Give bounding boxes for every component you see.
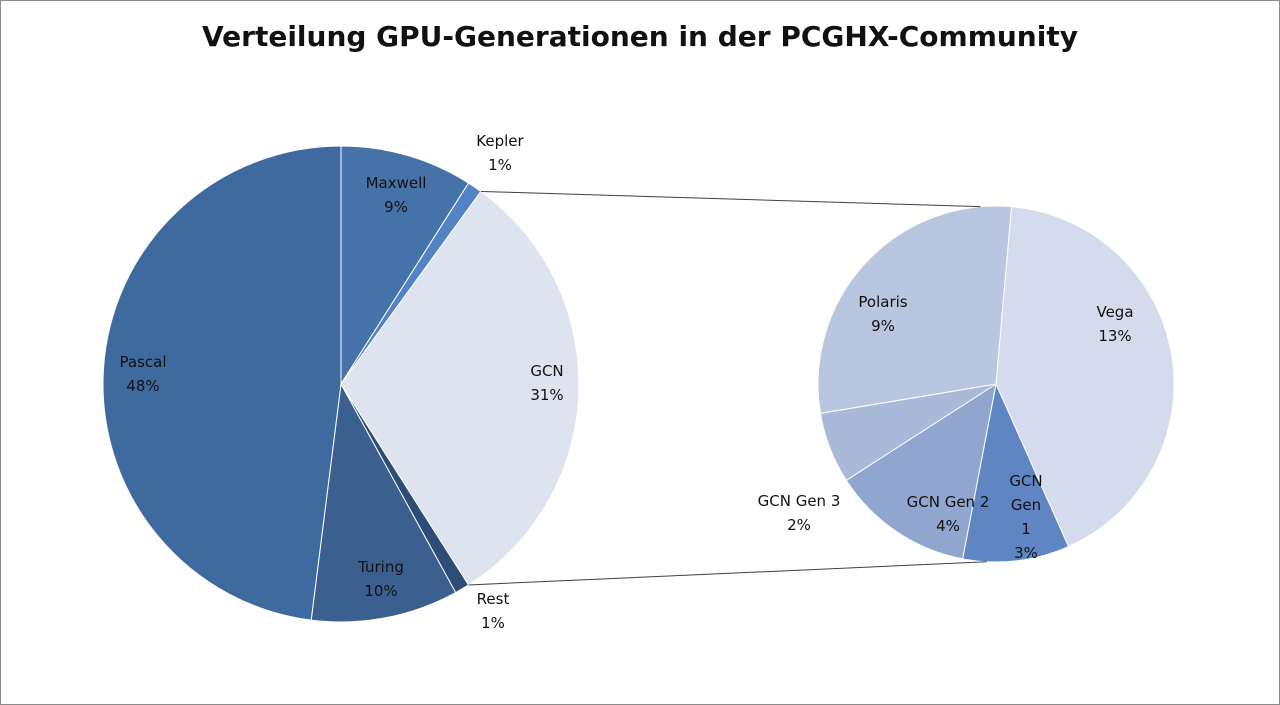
secondary-label-value-gcn-gen-2: 4% [936,517,960,535]
main-label-maxwell: Maxwell 9% [366,174,427,216]
main-label-value-kepler: 1% [488,156,512,174]
main-label-name-turing: Turing [357,558,404,576]
main-pie [102,145,580,623]
main-label-value-turing: 10% [364,582,397,600]
secondary-label-gcn-gen-2: GCN Gen 2 4% [907,493,990,535]
secondary-label-gcn-gen-1: GCN Gen 1 3% [1009,472,1042,562]
secondary-label-name-gcn-gen-3: GCN Gen 3 [758,492,841,510]
main-label-value-maxwell: 9% [384,198,408,216]
secondary-label-value-vega: 13% [1098,327,1131,345]
main-label-rest: Rest 1% [477,590,510,632]
secondary-label-value-gcn-gen-3: 2% [787,516,811,534]
secondary-slice-gcn-gen-2 [845,382,997,560]
main-label-turing: Turing 10% [357,558,404,600]
main-label-pascal: Pascal 48% [120,353,167,395]
secondary-label-name-gcn-gen-1: GCN [1009,472,1042,490]
secondary-pie [817,205,1175,563]
secondary-label-polaris: Polaris 9% [858,293,907,335]
main-label-value-gcn: 31% [530,386,563,404]
secondary-label-gcn-gen-3: GCN Gen 3 2% [758,492,841,534]
secondary-label-name-gcn-gen-1: 1 [1021,520,1031,538]
connector-lines [468,190,987,586]
main-label-name-kepler: Kepler [476,132,524,150]
main-label-value-rest: 1% [481,614,505,632]
secondary-slice-vega [995,206,1175,548]
secondary-label-value-gcn-gen-1: 3% [1014,544,1038,562]
slice-labels: Maxwell 9% Kepler 1% GCN 31% Rest 1% Turing 10% Pa… [120,132,1134,632]
secondary-slice-gcn-gen-1 [962,382,1070,563]
secondary-label-value-polaris: 9% [871,317,895,335]
secondary-label-name-vega: Vega [1096,303,1133,321]
main-slice-gcn [340,190,580,586]
main-slice-turing [310,382,457,623]
main-label-name-gcn: GCN [530,362,563,380]
main-label-name-rest: Rest [477,590,510,608]
main-label-name-pascal: Pascal [120,353,167,371]
connector-line-top [480,190,981,208]
connector-line-bottom [468,561,987,586]
main-label-gcn: GCN 31% [530,362,563,404]
secondary-label-name-gcn-gen-2: GCN Gen 2 [907,493,990,511]
main-label-kepler: Kepler 1% [476,132,524,174]
chart-title: Verteilung GPU-Generationen in der PCGHX… [202,20,1078,53]
main-label-name-maxwell: Maxwell [366,174,427,192]
secondary-slice-polaris [817,205,1013,415]
main-slice-pascal [102,145,342,621]
secondary-label-vega: Vega 13% [1096,303,1133,345]
main-slice-maxwell [340,145,470,386]
secondary-label-name-polaris: Polaris [858,293,907,311]
secondary-label-name-gcn-gen-1: Gen [1011,496,1041,514]
main-label-value-pascal: 48% [126,377,159,395]
